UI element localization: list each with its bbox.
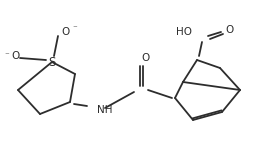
Text: S: S [48, 55, 56, 69]
Text: ⁻: ⁻ [5, 52, 9, 61]
Text: O: O [142, 53, 150, 63]
Text: ⁻: ⁻ [73, 24, 77, 33]
Text: O: O [12, 51, 20, 61]
Text: O: O [226, 25, 234, 35]
Text: HO: HO [176, 27, 192, 37]
Text: O: O [62, 27, 70, 37]
Text: NH: NH [97, 105, 112, 115]
